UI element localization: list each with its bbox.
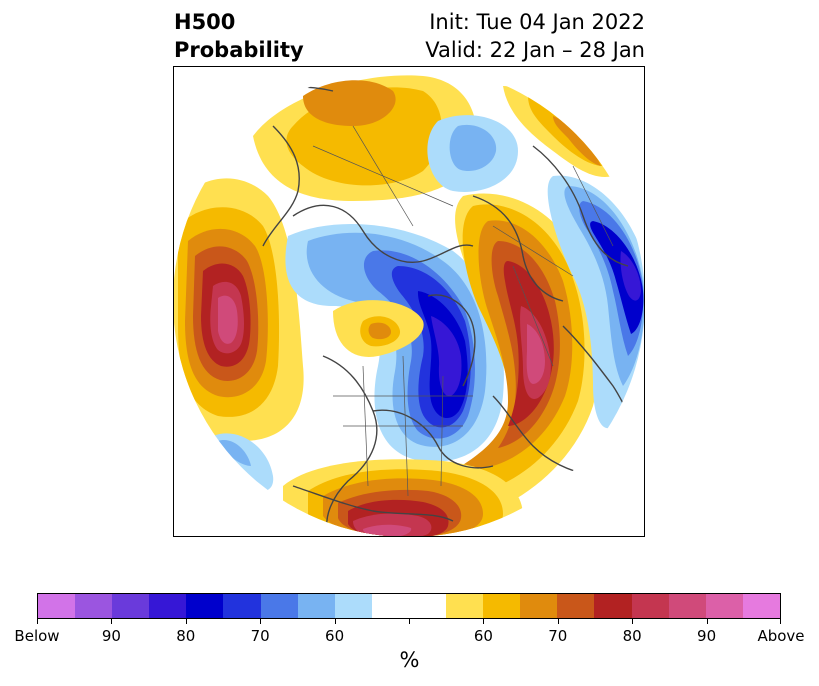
colorbar-tick-label: 60 <box>473 627 493 645</box>
colorbar-tick-label: 70 <box>250 627 270 645</box>
colorbar-cell <box>668 594 706 618</box>
colorbar-tick-label: Below <box>14 627 60 645</box>
colorbar-tick-label: 80 <box>622 627 642 645</box>
colorbar-cell <box>408 594 447 618</box>
warm-region-pacific <box>173 178 304 441</box>
colorbar-tick <box>483 619 485 624</box>
warm-region-europe <box>253 75 477 201</box>
colorbar-tick-label: 80 <box>176 627 196 645</box>
colorbar-tick <box>557 619 559 624</box>
map-border <box>173 66 645 537</box>
cold-region-europe <box>547 175 645 428</box>
title-type: Probability <box>174 38 304 62</box>
colorbar-tick <box>706 619 708 624</box>
colorbar-tick-label: 60 <box>325 627 345 645</box>
title-left: H500 Probability <box>174 8 304 64</box>
colorbar-cell <box>594 594 632 618</box>
anomaly-field <box>173 66 645 537</box>
colorbar-unit: % <box>399 648 420 672</box>
colorbar-cell <box>446 594 484 618</box>
colorbar-tick-label: Above <box>757 627 805 645</box>
colorbar-cell <box>334 594 372 618</box>
colorbar-tick <box>37 619 38 624</box>
colorbar-tick <box>260 619 262 624</box>
colorbar-cell <box>483 594 521 618</box>
colorbar-cell <box>742 594 780 618</box>
title-right: Init: Tue 04 Jan 2022 Valid: 22 Jan – 28… <box>425 8 645 64</box>
colorbar-cell <box>38 594 76 618</box>
polar-map <box>173 66 645 537</box>
colorbar-cell <box>631 594 669 618</box>
cool-patch-siberia <box>427 115 518 192</box>
borders <box>312 125 614 497</box>
colorbar-tick <box>111 619 113 624</box>
colorbar-cell <box>705 594 743 618</box>
colorbar-cell <box>223 594 261 618</box>
colorbar-cell <box>112 594 150 618</box>
colorbar-tick <box>409 619 410 624</box>
colorbar-tick-label: 70 <box>548 627 568 645</box>
colorbar-tick <box>334 619 336 624</box>
colorbar-tick-labels: Below 90 80 70 60 60 70 80 90 Above <box>14 627 804 647</box>
title-variable: H500 <box>174 10 236 34</box>
warm-patch-east-asia <box>503 86 613 177</box>
colorbar-tick <box>780 619 781 624</box>
colorbar-tick <box>632 619 634 624</box>
colorbar-cell <box>75 594 113 618</box>
colorbar-ticks <box>37 619 781 625</box>
colorbar-tick-label: 90 <box>697 627 717 645</box>
colorbar-cell <box>149 594 187 618</box>
colorbar-cell <box>297 594 335 618</box>
init-date: Init: Tue 04 Jan 2022 <box>429 10 645 34</box>
colorbar-cell <box>520 594 558 618</box>
colorbar-cell <box>260 594 298 618</box>
colorbar-tick <box>185 619 187 624</box>
map-panel <box>173 66 645 537</box>
colorbar <box>37 593 781 619</box>
colorbar-cell <box>371 594 409 618</box>
colorbar-cell <box>557 594 595 618</box>
valid-range: Valid: 22 Jan – 28 Jan <box>425 38 645 62</box>
colorbar-tick-label: 90 <box>101 627 121 645</box>
colorbar-cell <box>186 594 224 618</box>
warm-patch-alaska <box>333 300 424 357</box>
